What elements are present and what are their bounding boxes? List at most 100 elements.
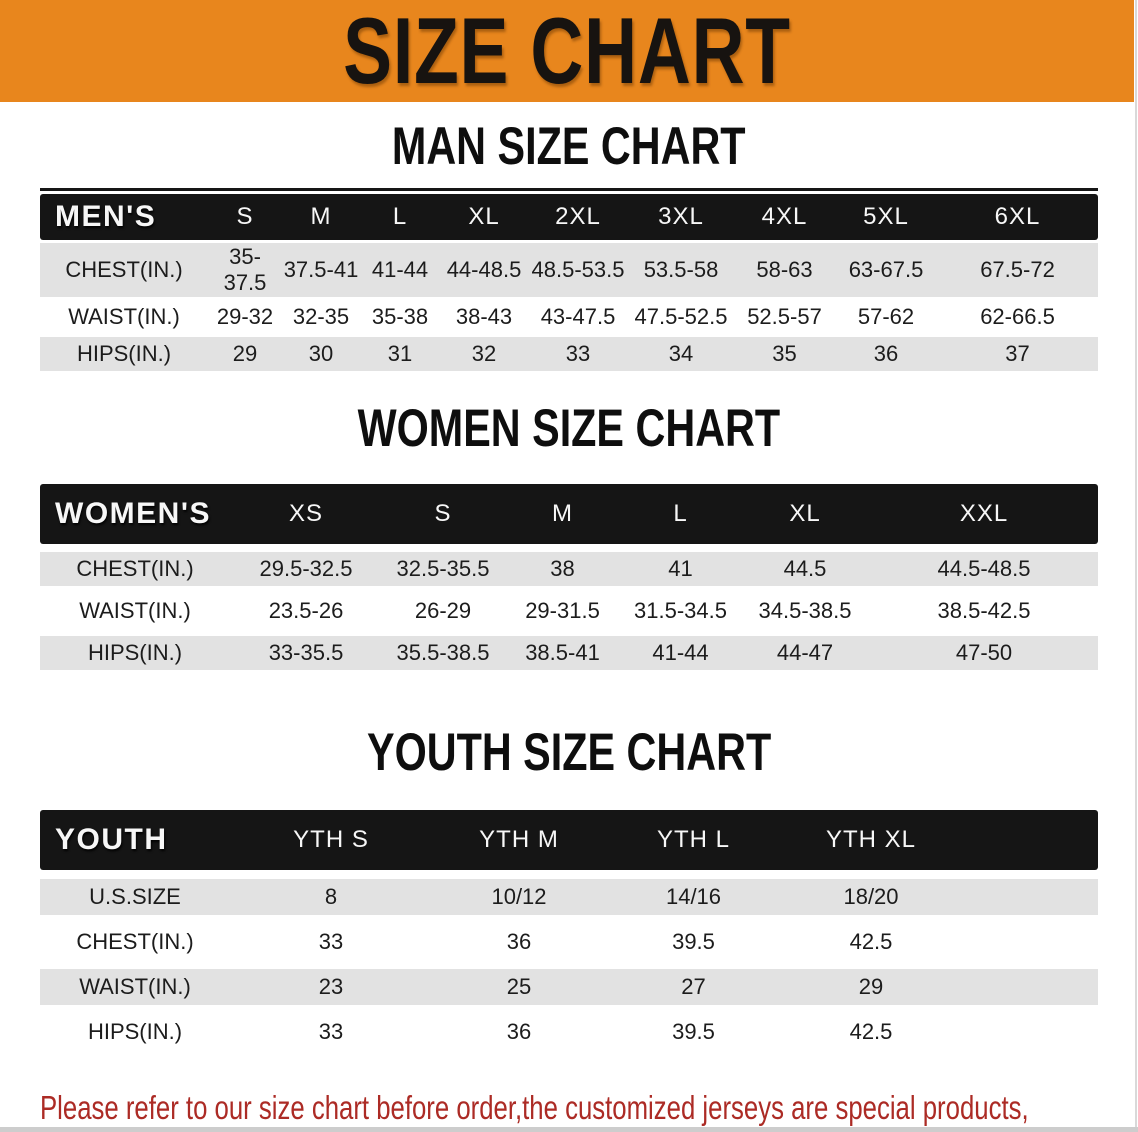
size-column-header: M xyxy=(282,194,360,240)
cell-value: 36 xyxy=(432,1014,606,1050)
cell-value: 34.5-38.5 xyxy=(740,594,870,628)
size-column-header: YTH L xyxy=(606,810,781,870)
cell-value: 32 xyxy=(440,337,528,371)
cell-value: 32.5-35.5 xyxy=(382,552,504,586)
cell-value: 35-37.5 xyxy=(208,243,282,297)
cell-value: 30 xyxy=(282,337,360,371)
size-column-header: 3XL xyxy=(628,194,734,240)
cell-value: 58-63 xyxy=(734,243,835,297)
cell-value: 38-43 xyxy=(440,300,528,334)
cell-value: 38.5-42.5 xyxy=(870,594,1098,628)
table-group-label: WOMEN'S xyxy=(40,484,230,544)
cell-value: 44-47 xyxy=(740,636,870,670)
cell-value: 35.5-38.5 xyxy=(382,636,504,670)
cell-value: 48.5-53.5 xyxy=(528,243,628,297)
table-row: CHEST(IN.) 29.5-32.5 32.5-35.5 38 41 44.5 44.5… xyxy=(40,552,1098,586)
cell-value: 29-32 xyxy=(208,300,282,334)
filler-cell xyxy=(961,1014,1098,1050)
cell-value: 38 xyxy=(504,552,621,586)
cell-value: 62-66.5 xyxy=(937,300,1098,334)
cell-value: 39.5 xyxy=(606,924,781,960)
size-column-header: XXL xyxy=(870,484,1098,544)
cell-value: 42.5 xyxy=(781,1014,961,1050)
cell-value: 36 xyxy=(835,337,937,371)
cell-value: 37.5-41 xyxy=(282,243,360,297)
cell-value: 53.5-58 xyxy=(628,243,734,297)
cell-value: 32-35 xyxy=(282,300,360,334)
cell-value: 14/16 xyxy=(606,879,781,915)
row-label: WAIST(IN.) xyxy=(40,969,230,1005)
banner: SIZE CHART xyxy=(0,0,1134,102)
table-row: CHEST(IN.) 33 36 39.5 42.5 xyxy=(40,924,1098,960)
cell-value: 33 xyxy=(230,1014,432,1050)
cell-value: 44.5 xyxy=(740,552,870,586)
youth-size-table: YOUTH YTH S YTH M YTH L YTH XL U.S.SIZE 8 10/12… xyxy=(40,801,1098,1059)
cell-value: 10/12 xyxy=(432,879,606,915)
cell-value: 29-31.5 xyxy=(504,594,621,628)
size-column-header: M xyxy=(504,484,621,544)
table-header-row: MEN'S S M L XL 2XL 3XL 4XL 5XL 6XL xyxy=(40,194,1098,240)
table-row: U.S.SIZE 8 10/12 14/16 18/20 xyxy=(40,879,1098,915)
table-group-label: MEN'S xyxy=(40,194,208,240)
size-column-header: 5XL xyxy=(835,194,937,240)
page-title-text: SIZE CHART xyxy=(343,0,791,103)
disclaimer: Please refer to our size chart before or… xyxy=(40,1083,1138,1132)
cell-value: 34 xyxy=(628,337,734,371)
cell-value: 44-48.5 xyxy=(440,243,528,297)
row-label: CHEST(IN.) xyxy=(40,243,208,297)
cell-value: 37 xyxy=(937,337,1098,371)
men-section-title: MAN SIZE CHART xyxy=(392,117,746,176)
cell-value: 41 xyxy=(621,552,740,586)
size-column-header: YTH XL xyxy=(781,810,961,870)
cell-value: 41-44 xyxy=(621,636,740,670)
row-label: WAIST(IN.) xyxy=(40,594,230,628)
page-edge-bottom xyxy=(0,1127,1138,1132)
cell-value: 35-38 xyxy=(360,300,440,334)
cell-value: 27 xyxy=(606,969,781,1005)
disclaimer-line-1: Please refer to our size chart before or… xyxy=(40,1089,1029,1126)
cell-value: 67.5-72 xyxy=(937,243,1098,297)
page-title: SIZE CHART xyxy=(280,4,854,98)
cell-value: 31.5-34.5 xyxy=(621,594,740,628)
cell-value: 33 xyxy=(230,924,432,960)
table-row: HIPS(IN.) 29 30 31 32 33 34 35 36 37 xyxy=(40,337,1098,371)
size-column-header: L xyxy=(621,484,740,544)
youth-section-title: YOUTH SIZE CHART xyxy=(366,723,772,782)
cell-value: 42.5 xyxy=(781,924,961,960)
cell-value: 47-50 xyxy=(870,636,1098,670)
size-column-header: XS xyxy=(230,484,382,544)
cell-value: 43-47.5 xyxy=(528,300,628,334)
cell-value: 39.5 xyxy=(606,1014,781,1050)
page-edge-right xyxy=(1135,0,1137,1132)
row-label: CHEST(IN.) xyxy=(40,924,230,960)
cell-value: 25 xyxy=(432,969,606,1005)
cell-value: 35 xyxy=(734,337,835,371)
size-column-header: S xyxy=(382,484,504,544)
row-label: HIPS(IN.) xyxy=(40,337,208,371)
table-header-row: YOUTH YTH S YTH M YTH L YTH XL xyxy=(40,810,1098,870)
cell-value: 63-67.5 xyxy=(835,243,937,297)
cell-value: 38.5-41 xyxy=(504,636,621,670)
size-column-header: XL xyxy=(440,194,528,240)
men-size-table: MEN'S S M L XL 2XL 3XL 4XL 5XL 6XL CHEST(IN.) 35-37… xyxy=(40,188,1098,374)
row-label: WAIST(IN.) xyxy=(40,300,208,334)
cell-value: 36 xyxy=(432,924,606,960)
cell-value: 18/20 xyxy=(781,879,961,915)
cell-value: 8 xyxy=(230,879,432,915)
table-row: WAIST(IN.) 29-32 32-35 35-38 38-43 43-47.5 47.… xyxy=(40,300,1098,334)
cell-value: 33-35.5 xyxy=(230,636,382,670)
size-column-header: 6XL xyxy=(937,194,1098,240)
filler-cell xyxy=(961,969,1098,1005)
row-label: U.S.SIZE xyxy=(40,879,230,915)
filler-cell xyxy=(961,924,1098,960)
table-row: CHEST(IN.) 35-37.5 37.5-41 41-44 44-48.5 48.5… xyxy=(40,243,1098,297)
cell-value: 52.5-57 xyxy=(734,300,835,334)
table-group-label: YOUTH xyxy=(40,810,230,870)
cell-value: 31 xyxy=(360,337,440,371)
size-column-header: YTH M xyxy=(432,810,606,870)
size-column-header: 2XL xyxy=(528,194,628,240)
table-row: HIPS(IN.) 33-35.5 35.5-38.5 38.5-41 41-44 44-… xyxy=(40,636,1098,670)
cell-value: 29 xyxy=(781,969,961,1005)
cell-value: 44.5-48.5 xyxy=(870,552,1098,586)
